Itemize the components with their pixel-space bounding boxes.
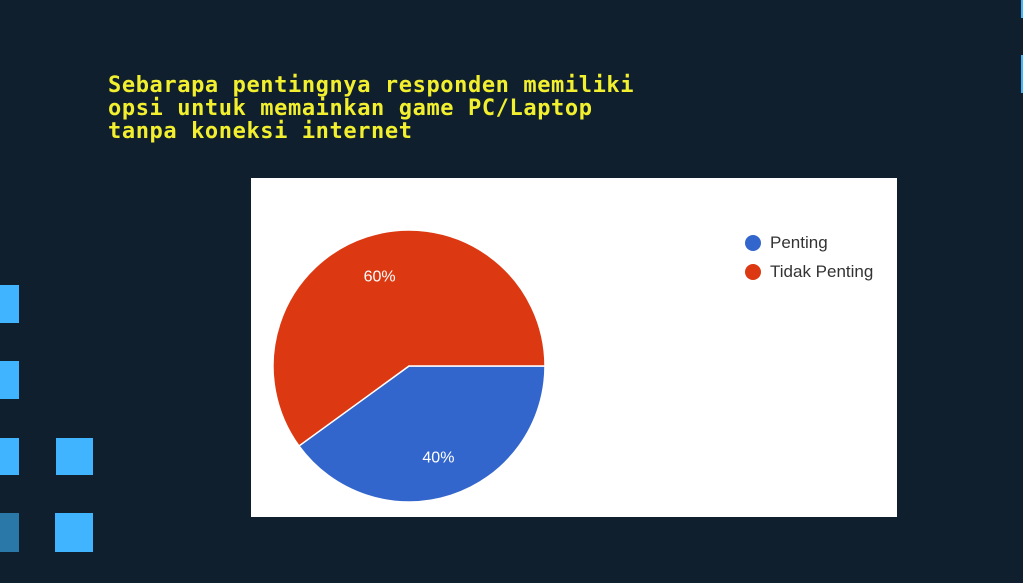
- decor-square: [0, 361, 19, 399]
- legend-item-tidak-penting: Tidak Penting: [745, 257, 873, 286]
- decor-edge: [1021, 55, 1023, 93]
- pie-slice-penting: [297, 365, 546, 503]
- legend-swatch-tidak-penting: [745, 263, 761, 280]
- slide-title: Sebarapa pentingnya responden memiliki o…: [108, 73, 635, 144]
- pie-data-label: 60%: [364, 268, 396, 285]
- pie-data-label: 40%: [422, 450, 454, 467]
- legend-label-penting: Penting: [770, 232, 828, 252]
- decor-square: [0, 285, 19, 323]
- decor-square: [0, 513, 19, 552]
- decor-square: [0, 438, 19, 475]
- decor-square: [55, 513, 93, 552]
- decor-edge: [1021, 0, 1023, 18]
- decor-square: [56, 438, 93, 475]
- pie-slice-tidak-penting: [272, 229, 546, 447]
- legend-swatch-penting: [745, 234, 761, 251]
- legend-item-penting: Penting: [745, 228, 873, 257]
- chart-legend: Penting Tidak Penting: [745, 228, 873, 286]
- pie-chart: 40% 60%: [272, 229, 546, 503]
- legend-label-tidak-penting: Tidak Penting: [770, 261, 874, 281]
- pie-chart-card: 40% 60%: [251, 178, 897, 517]
